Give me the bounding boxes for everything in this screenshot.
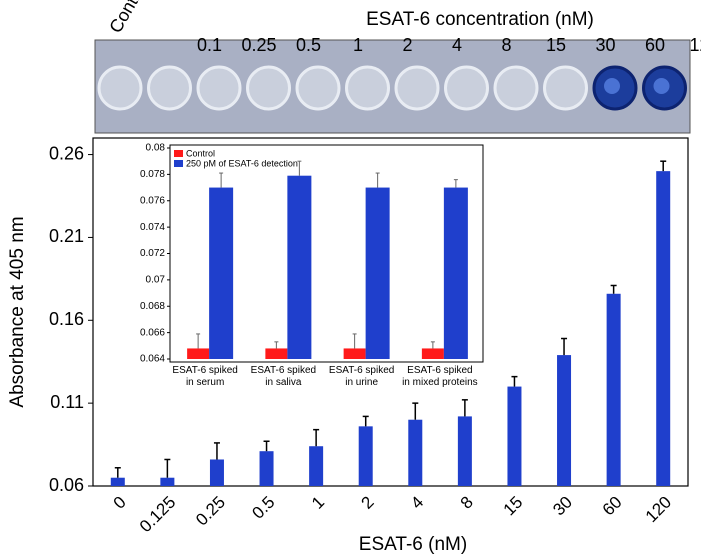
y-axis-title: Absorbance at 405 nm xyxy=(7,216,28,407)
x-tick-label: 4 xyxy=(407,493,427,513)
x-tick-label: 60 xyxy=(599,493,626,520)
plate-photo xyxy=(94,39,691,134)
wells xyxy=(97,65,687,111)
inset-bar xyxy=(343,348,366,359)
plate-label: 0.25 xyxy=(241,35,276,55)
inset-y-tick-label: 0.074 xyxy=(140,222,165,233)
well xyxy=(394,65,440,111)
plate-label: 0.5 xyxy=(296,35,321,55)
well xyxy=(147,65,192,111)
inset-bar xyxy=(209,187,234,359)
inset-y-tick-label: 0.064 xyxy=(140,354,165,365)
bar xyxy=(408,419,423,486)
inset-y-tick-label: 0.076 xyxy=(140,195,165,206)
bar xyxy=(606,293,621,486)
x-tick-label: 0.5 xyxy=(248,493,278,523)
inset-x-tick-label: ESAT-6 spiked in serum xyxy=(172,365,238,388)
inset-y-tick-label: 0.072 xyxy=(140,248,165,259)
well xyxy=(196,65,242,111)
plate-label: 60 xyxy=(645,35,665,55)
plate-label: Control xyxy=(105,0,151,36)
inset-y-tick-label: 0.08 xyxy=(146,143,166,154)
well xyxy=(345,65,390,111)
x-tick-label: 120 xyxy=(642,493,675,526)
bar xyxy=(507,386,522,486)
plot-frame xyxy=(92,137,689,487)
inset-x-tick-label: ESAT-6 spiked in saliva xyxy=(250,365,317,388)
legend-swatch xyxy=(174,160,183,167)
y-tick-label: 0.11 xyxy=(50,392,84,412)
well xyxy=(295,65,341,111)
inset-bar xyxy=(421,348,444,359)
plate-label: 15 xyxy=(546,35,566,55)
x-tick-label: 2 xyxy=(358,493,378,513)
legend-label: 250 pM of ESAT-6 detection xyxy=(186,158,298,168)
x-tick-label: 1 xyxy=(308,493,328,513)
plate-label: 8 xyxy=(501,35,511,55)
bar xyxy=(160,477,175,486)
plate-label: 0.1 xyxy=(197,35,222,55)
plate-label: 30 xyxy=(595,35,615,55)
plate-label: 2 xyxy=(402,35,412,55)
x-tick-label: 0 xyxy=(110,493,130,513)
x-tick-label: 0.25 xyxy=(192,493,229,530)
inset-bar xyxy=(265,348,288,359)
bar xyxy=(309,446,324,486)
well xyxy=(97,65,143,111)
inset-x-tick-label: ESAT-6 spiked in urine xyxy=(328,365,395,388)
inset-bar xyxy=(443,187,468,359)
x-axis-title: ESAT-6 (nM) xyxy=(359,534,467,555)
well xyxy=(493,65,539,111)
legend-swatch xyxy=(174,150,183,157)
well-shine xyxy=(604,78,620,94)
bar xyxy=(259,451,274,486)
bar xyxy=(557,355,572,486)
inset-y-tick-label: 0.078 xyxy=(140,169,165,180)
y-tick-label: 0.26 xyxy=(49,143,84,163)
well xyxy=(246,65,291,111)
bar xyxy=(110,477,125,486)
well-shine xyxy=(653,78,670,94)
x-tick-label: 30 xyxy=(549,493,576,520)
bar xyxy=(457,416,472,486)
inset-y-tick-label: 0.068 xyxy=(140,301,165,312)
bar xyxy=(209,459,224,486)
plate-label: 4 xyxy=(452,35,462,55)
y-tick-label: 0.21 xyxy=(49,226,84,246)
y-tick-label: 0.06 xyxy=(49,475,84,495)
plate-title: ESAT-6 concentration (nM) xyxy=(366,9,594,30)
inset-bar xyxy=(187,348,210,359)
y-tick-label: 0.16 xyxy=(49,309,84,329)
inset-y-tick-label: 0.07 xyxy=(146,275,166,286)
well xyxy=(543,65,588,111)
inset-x-tick-label: ESAT-6 spiked in mixed proteins xyxy=(402,365,478,388)
x-tick-label: 15 xyxy=(500,493,527,520)
inset-bar xyxy=(365,187,390,359)
bar xyxy=(656,171,671,486)
inset-y-tick-label: 0.066 xyxy=(140,327,165,338)
bar xyxy=(358,426,373,486)
plate-label: 120 xyxy=(689,35,701,55)
x-tick-label: 8 xyxy=(457,493,477,513)
legend-label: Control xyxy=(186,148,215,158)
x-tick-label: 0.125 xyxy=(136,493,180,537)
plate-label: 1 xyxy=(353,35,363,55)
inset-bar xyxy=(287,175,312,359)
well xyxy=(444,65,489,111)
